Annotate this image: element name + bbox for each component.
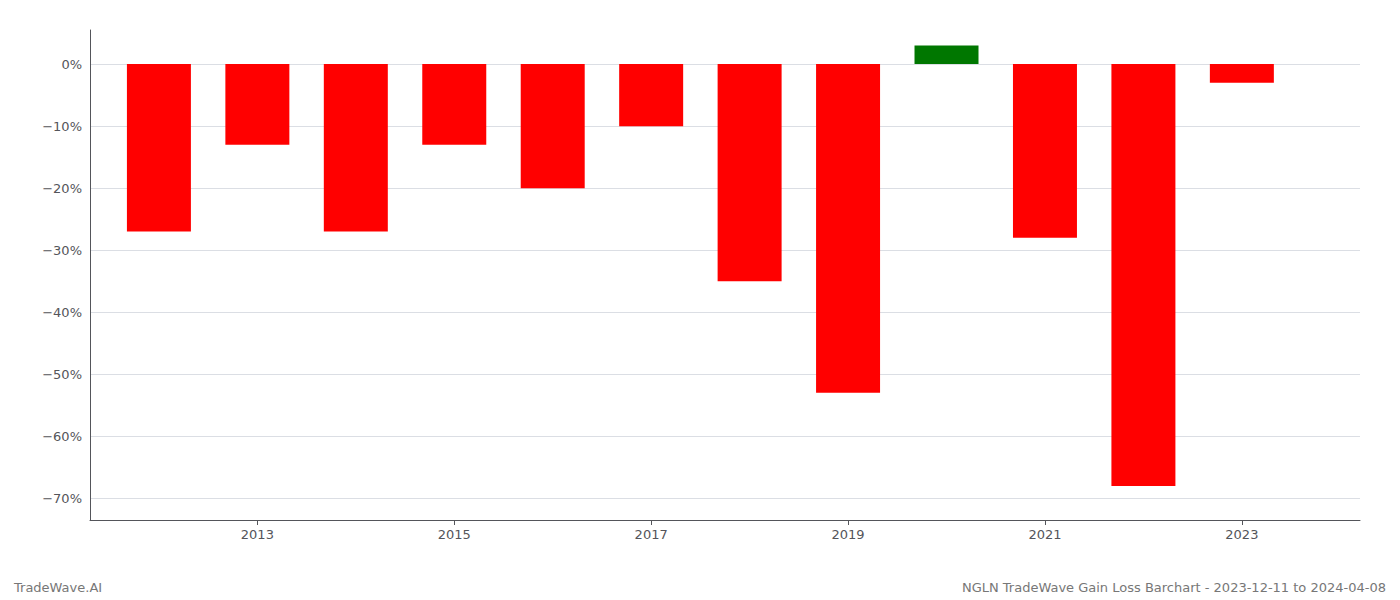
svg-text:−70%: −70% xyxy=(42,491,82,506)
svg-text:−20%: −20% xyxy=(42,181,82,196)
svg-text:0%: 0% xyxy=(61,57,82,72)
svg-text:TradeWave.AI: TradeWave.AI xyxy=(13,580,102,595)
svg-text:2015: 2015 xyxy=(438,527,471,542)
svg-text:−10%: −10% xyxy=(42,119,82,134)
svg-text:2017: 2017 xyxy=(635,527,668,542)
svg-text:2013: 2013 xyxy=(241,527,274,542)
svg-text:2019: 2019 xyxy=(832,527,865,542)
svg-text:2023: 2023 xyxy=(1225,527,1258,542)
svg-text:2021: 2021 xyxy=(1028,527,1061,542)
svg-text:−60%: −60% xyxy=(42,429,82,444)
svg-text:−50%: −50% xyxy=(42,367,82,382)
svg-text:NGLN TradeWave Gain Loss Barch: NGLN TradeWave Gain Loss Barchart - 2023… xyxy=(962,580,1386,595)
svg-text:−40%: −40% xyxy=(42,305,82,320)
svg-text:−30%: −30% xyxy=(42,243,82,258)
